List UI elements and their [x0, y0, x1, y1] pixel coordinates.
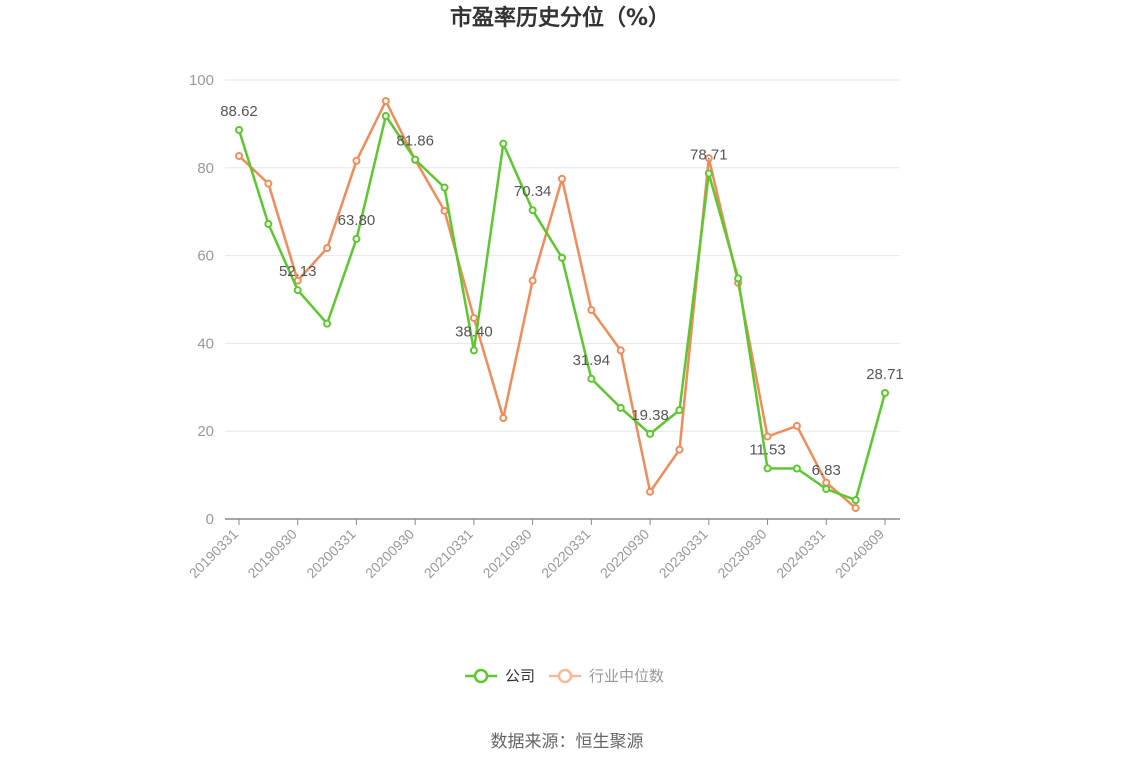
- data-label: 19.38: [631, 407, 669, 424]
- x-tick-label: 20230930: [714, 526, 770, 582]
- data-point: [440, 183, 449, 192]
- data-point: [704, 154, 713, 163]
- x-tick-label: 20220930: [597, 526, 653, 582]
- x-tick-label: 20220331: [538, 526, 594, 582]
- axes: 0 20 40 60 80 100 20190331 20190930 20200331 2020…: [186, 72, 900, 581]
- data-point: [646, 487, 655, 496]
- data-point: [264, 179, 273, 188]
- data-point: [822, 485, 831, 494]
- data-label: 78.71: [690, 146, 728, 163]
- data-point: [381, 111, 390, 120]
- data-point: [469, 346, 478, 355]
- x-tick-label: 20200930: [362, 526, 418, 582]
- data-point: [352, 156, 361, 165]
- data-label: 88.62: [220, 103, 258, 120]
- data-point: [763, 464, 772, 473]
- legend-marker: [473, 668, 489, 684]
- data-point: [675, 445, 684, 454]
- data-point: [587, 306, 596, 315]
- x-tick-label: 20210331: [421, 526, 477, 582]
- y-tick-label: 80: [197, 160, 214, 177]
- legend-label: 行业中位数: [589, 667, 664, 685]
- data-label: 31.94: [573, 352, 611, 369]
- data-point: [558, 174, 566, 183]
- data-point: [646, 429, 655, 438]
- data-point: [558, 253, 566, 262]
- legend[interactable]: 公司 行业中位数: [465, 667, 664, 685]
- data-label: 81.86: [396, 133, 434, 150]
- data-label: 38.40: [455, 323, 493, 340]
- legend-item[interactable]: 公司: [465, 667, 535, 685]
- x-tick-label: 20200331: [303, 526, 359, 582]
- data-label: 52.13: [279, 263, 317, 280]
- legend-item[interactable]: 行业中位数: [549, 667, 664, 685]
- data-point: [675, 406, 684, 415]
- data-point: [235, 125, 243, 134]
- data-point: [469, 313, 478, 322]
- data-point: [235, 151, 243, 160]
- legend-label: 公司: [505, 667, 535, 685]
- y-tick-label: 100: [189, 72, 214, 89]
- data-point: [851, 504, 860, 513]
- data-point: [323, 319, 332, 328]
- data-point: [587, 374, 596, 383]
- x-tick-label: 20230331: [656, 526, 712, 582]
- data-point: [528, 206, 537, 215]
- data-point: [734, 274, 743, 283]
- data-point: [411, 155, 420, 164]
- data-source: 数据来源：恒生聚源: [491, 732, 644, 752]
- data-point: [264, 219, 273, 228]
- data-point: [704, 169, 713, 178]
- chart-title: 市盈率历史分位（%）: [450, 5, 670, 31]
- data-point: [822, 478, 831, 487]
- x-tick-label: 20240331: [773, 526, 829, 582]
- legend-marker: [557, 668, 573, 684]
- data-point: [881, 388, 889, 397]
- y-tick-label: 60: [197, 248, 214, 265]
- data-label: 63.80: [338, 212, 376, 229]
- data-point: [352, 234, 361, 243]
- series-line: [238, 99, 857, 509]
- data-label: 28.71: [866, 366, 904, 383]
- data-point: [499, 414, 508, 423]
- data-point: [616, 346, 625, 355]
- series-line: [237, 114, 887, 502]
- data-label: 11.53: [749, 441, 785, 458]
- data-point: [763, 432, 772, 441]
- data-label: 70.34: [514, 183, 552, 200]
- data-point: [293, 286, 302, 295]
- y-tick-label: 0: [206, 511, 214, 528]
- data-point: [381, 97, 390, 106]
- x-tick-label: 20210930: [479, 526, 535, 582]
- data-labels: 88.62 52.13 63.80 81.86 38.40 70.34 31.94 19.38…: [220, 103, 904, 479]
- data-point: [851, 496, 860, 505]
- data-point: [528, 276, 537, 285]
- data-point: [792, 421, 801, 430]
- data-label: 6.83: [812, 462, 841, 479]
- data-point: [616, 403, 625, 412]
- x-tick-label: 20190930: [244, 526, 300, 582]
- y-tick-label: 40: [197, 335, 214, 352]
- x-tick-label: 20190331: [186, 526, 242, 582]
- series-lines: [235, 97, 889, 513]
- x-tick-label: 20240809: [832, 526, 888, 582]
- data-point: [499, 139, 508, 148]
- data-point: [323, 244, 332, 253]
- data-point: [792, 464, 801, 473]
- data-point: [440, 206, 449, 215]
- y-tick-label: 20: [197, 423, 214, 440]
